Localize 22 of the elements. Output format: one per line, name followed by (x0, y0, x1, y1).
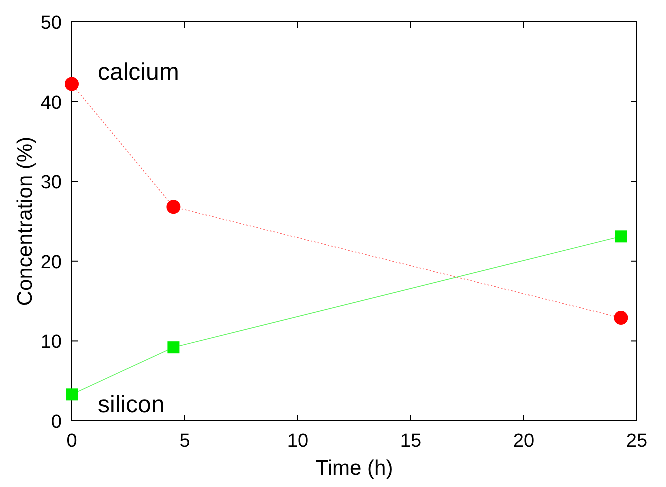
x-axis-title: Time (h) (316, 457, 394, 480)
point (166, 200, 181, 214)
y-tick-label: 40 (40, 92, 62, 114)
y-tick-label: 20 (40, 252, 62, 274)
point (66, 388, 78, 401)
x-tick-label: 0 (66, 431, 78, 452)
point (615, 230, 628, 243)
y-tick-label: 30 (40, 172, 62, 194)
point (65, 77, 79, 92)
x-tick-label: 10 (287, 431, 309, 452)
x-tick-label: 5 (180, 431, 190, 452)
y-tick-label: 10 (40, 332, 62, 354)
y-axis-title: Concentration (%) (14, 136, 37, 306)
x-tick-label: 25 (626, 431, 648, 452)
y-tick-label: 0 (51, 412, 62, 433)
point (614, 311, 628, 326)
x-tick-label: 20 (513, 431, 535, 452)
point (168, 342, 180, 354)
x-tick-label: 15 (400, 431, 422, 452)
series-label: calcium (98, 59, 180, 86)
y-tick-label: 50 (40, 13, 62, 34)
series-label: silicon (98, 392, 165, 419)
